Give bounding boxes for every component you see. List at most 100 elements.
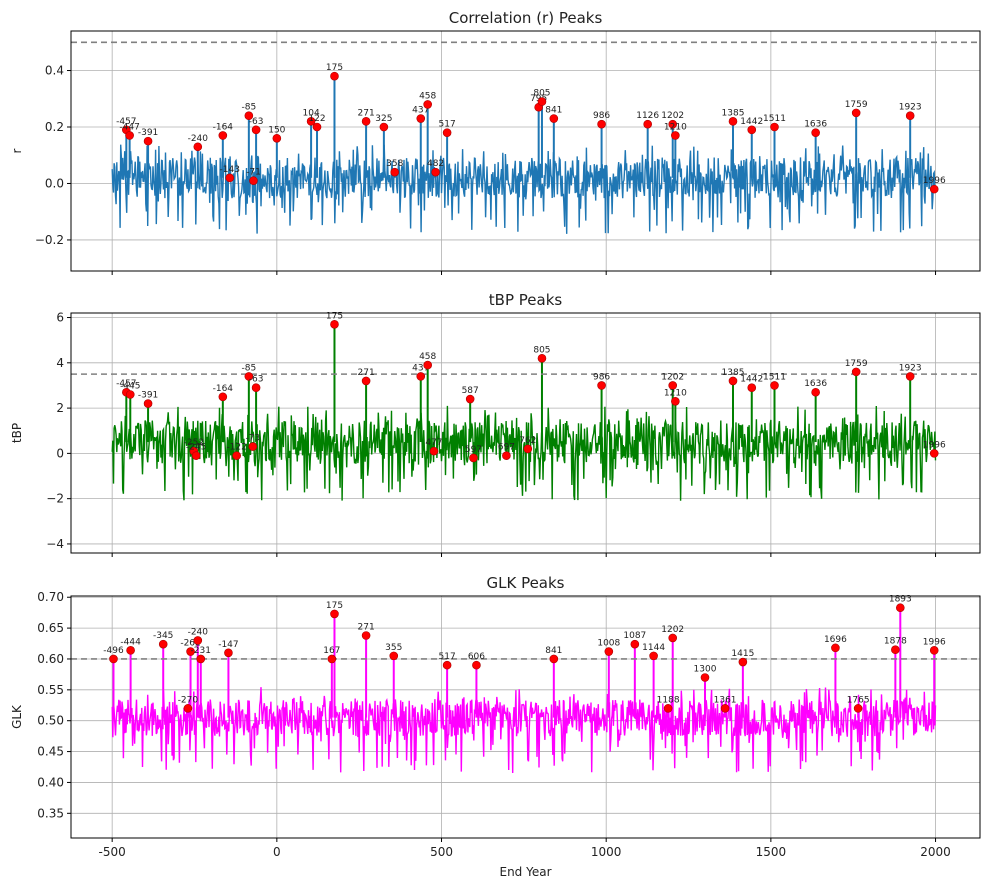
peak-marker	[720, 704, 730, 713]
peak-marker	[668, 381, 678, 390]
peak-label: 1210	[664, 388, 687, 398]
chart-panel-2: -457-445-391 -252-245 -164 -122 -85 -73 -63 175…	[10, 291, 981, 557]
peak-label: 458	[419, 91, 436, 101]
peak-label: 1144	[642, 643, 665, 653]
peak-marker	[306, 117, 316, 126]
peak-marker	[193, 142, 203, 152]
peak-label: -270	[178, 695, 199, 705]
peak-marker	[929, 646, 939, 655]
plot-area	[71, 607, 980, 774]
peak-marker	[469, 453, 478, 463]
peak-marker	[523, 444, 533, 454]
peak-label: 1202	[661, 372, 684, 382]
y-tick-label: 0.2	[45, 120, 64, 134]
peak-marker	[225, 173, 235, 183]
y-axis: 0.35 0.40 0.45 0.50 0.55 0.60 0.65 0.70	[37, 590, 71, 820]
peak-marker	[472, 660, 481, 670]
panels: -457-447-391-240-164-143-85-71-631501041…	[10, 9, 981, 879]
peak-label: -240	[188, 627, 209, 637]
peak-label: -496	[103, 646, 124, 656]
peak-label: 1511	[763, 114, 786, 124]
peak-marker	[248, 442, 258, 451]
peak-label: 271	[358, 623, 375, 633]
axes-frame	[70, 30, 981, 272]
peak-label: -164	[213, 384, 234, 394]
x-tick-label: 1500	[756, 845, 787, 859]
peak-marker	[929, 184, 939, 194]
x-tick-label: 0	[273, 845, 281, 859]
y-tick-label: 0.60	[37, 652, 64, 666]
peak-marker	[312, 122, 322, 132]
x-axis	[111, 271, 937, 275]
peak-marker	[905, 372, 915, 381]
plot-area	[71, 324, 980, 501]
peak-marker	[327, 654, 337, 664]
y-tick-label: −0.2	[35, 233, 64, 247]
peak-marker	[442, 128, 452, 137]
peak-marker	[549, 654, 559, 664]
axes-frame	[70, 312, 981, 554]
peak-marker	[330, 320, 339, 329]
y-tick-label: −2	[46, 492, 64, 506]
peak-label: -71	[246, 168, 261, 178]
peak-label: -345	[153, 631, 173, 641]
peak-marker	[851, 108, 861, 118]
peak-marker	[728, 376, 738, 386]
peak-marker	[183, 704, 193, 713]
peak-marker	[649, 651, 658, 661]
peak-label: 805	[533, 89, 550, 99]
peak-label: 122	[308, 114, 325, 124]
peak-marker	[671, 397, 680, 406]
peak-marker	[193, 636, 203, 645]
peak-label: 1996	[923, 176, 946, 186]
peak-marker	[465, 394, 475, 404]
peak-marker	[502, 451, 511, 460]
peak-marker	[630, 639, 640, 649]
peak-label: -85	[241, 363, 256, 373]
x-tick-label: 1000	[591, 845, 622, 859]
peak-marker	[895, 603, 905, 613]
peak-marker	[431, 167, 440, 177]
peak-label: 167	[323, 646, 340, 656]
peak-marker	[330, 71, 339, 81]
panel-title: tBP Peaks	[489, 291, 563, 309]
x-tick-label: 500	[430, 845, 453, 859]
peak-label: -240	[188, 134, 209, 144]
peak-label: 482	[427, 159, 444, 169]
peak-label: 1636	[804, 379, 827, 389]
peak-label: 358	[386, 159, 403, 169]
y-tick-label: 0.4	[45, 64, 64, 78]
peak-marker	[251, 383, 261, 393]
peak-label: 1759	[845, 359, 868, 369]
peak-label: -73	[245, 434, 260, 444]
peak-marker	[249, 176, 258, 185]
peak-label: 477	[425, 438, 442, 448]
peak-label: 1202	[661, 111, 684, 121]
peak-marker	[929, 449, 939, 458]
y-axis-label: GLK	[10, 704, 24, 729]
peak-label: 1996	[923, 440, 946, 450]
peak-marker	[663, 704, 673, 713]
peak-marker	[423, 100, 432, 109]
peak-label: 1759	[845, 100, 868, 110]
peak-marker	[272, 133, 282, 143]
peak-label: 175	[326, 311, 343, 321]
y-tick-label: 0.40	[37, 775, 64, 789]
peak-label: 437	[412, 106, 429, 116]
peak-marker	[851, 367, 861, 377]
panel-title: Correlation (r) Peaks	[449, 9, 603, 27]
peak-label: 1126	[636, 111, 659, 121]
peak-label: 104	[303, 108, 320, 118]
y-tick-label: −4	[46, 537, 64, 551]
peak-label: 1765	[847, 695, 870, 705]
peak-marker	[224, 648, 233, 658]
peak-label: 1300	[694, 664, 717, 674]
peak-label: 1442	[740, 375, 763, 385]
peak-label: -63	[249, 375, 264, 385]
peak-label: 1202	[661, 625, 684, 635]
peak-label: 587	[462, 386, 479, 396]
peak-marker	[125, 131, 134, 140]
peak-marker	[738, 657, 748, 667]
peak-marker	[770, 122, 779, 132]
y-tick-label: 0.45	[37, 745, 64, 759]
